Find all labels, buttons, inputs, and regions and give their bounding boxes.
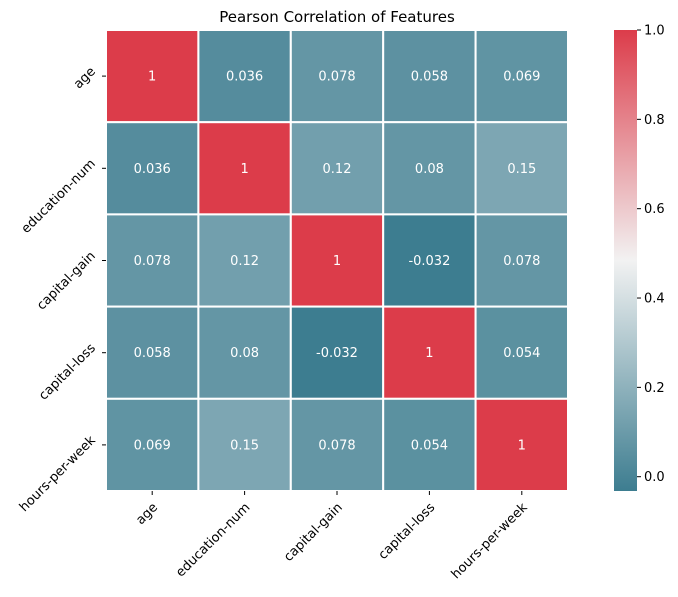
heatmap-cell [474, 121, 570, 216]
x-tick-label: education-num [173, 500, 253, 580]
colorbar-tick-label: 0.4 [644, 292, 665, 307]
colorbar-tick-label: 1.0 [644, 24, 665, 39]
x-tick-label: capital-loss [376, 500, 439, 563]
y-tick-label: age [71, 64, 99, 92]
heatmap-cell [382, 213, 477, 308]
cell-value-label: 0.12 [323, 162, 352, 177]
x-tick-label: capital-gain [281, 500, 346, 565]
heatmap-cell [289, 397, 385, 492]
chart-title: Pearson Correlation of Features [219, 8, 455, 26]
cell-value-label: 0.078 [318, 438, 355, 453]
heatmap-cell [474, 305, 570, 400]
cell-value-label: 1 [425, 346, 433, 361]
colorbar-tick-label: 0.8 [644, 113, 665, 128]
cell-value-label: 1 [333, 254, 341, 269]
x-tick-label: age [133, 500, 161, 528]
cell-value-label: 0.15 [507, 162, 536, 177]
cell-value-label: -0.032 [316, 346, 358, 361]
x-tick-label: hours-per-week [449, 500, 531, 582]
colorbar-gradient [614, 30, 637, 491]
y-tick-label: capital-gain [34, 249, 99, 314]
cell-value-label: 0.15 [230, 438, 259, 453]
cell-value-label: -0.032 [408, 254, 450, 269]
cell-value-label: 0.058 [134, 346, 171, 361]
cell-value-label: 0.08 [415, 162, 444, 177]
cell-value-label: 0.078 [134, 254, 171, 269]
colorbar-tick-label: 0.2 [644, 381, 665, 396]
y-tick-label: capital-loss [36, 341, 99, 404]
cell-value-label: 0.058 [411, 70, 448, 85]
heatmap-cell [105, 29, 200, 124]
colorbar-tick-label: 0.6 [644, 202, 665, 217]
heatmap-cell [289, 29, 385, 124]
cell-value-label: 0.036 [226, 70, 263, 85]
cell-value-label: 0.054 [411, 438, 448, 453]
cell-value-label: 0.054 [503, 346, 540, 361]
cell-value-label: 0.078 [503, 254, 540, 269]
heatmap-cell [289, 121, 385, 216]
cell-value-label: 0.069 [134, 438, 171, 453]
heatmap-cell [197, 305, 292, 400]
cell-value-label: 1 [240, 162, 248, 177]
cell-value-label: 0.08 [230, 346, 259, 361]
heatmap-cell [197, 213, 292, 308]
colorbar-tick-label: 0.0 [644, 470, 665, 485]
heatmap-cell [197, 397, 292, 492]
heatmap-cell [197, 29, 292, 124]
cell-value-label: 1 [148, 70, 156, 85]
heatmap-cells: 1 0.036 0.078 0.058 0.069 0.036 1 0.12 0.08 0.15 0… [105, 29, 570, 492]
cell-value-label: 0.036 [134, 162, 171, 177]
cell-value-label: 1 [518, 438, 526, 453]
cell-value-label: 0.078 [318, 70, 355, 85]
cell-value-label: 0.12 [230, 254, 259, 269]
y-tick-label: education-num [19, 157, 99, 237]
heatmap-cell [382, 305, 477, 400]
heatmap-cell [289, 305, 385, 400]
cell-value-label: 0.069 [503, 70, 540, 85]
y-tick-label: hours-per-week [17, 433, 99, 515]
colorbar: 0.0 0.2 0.4 0.6 0.8 1.0 [614, 24, 665, 491]
heatmap-cell [105, 397, 200, 492]
